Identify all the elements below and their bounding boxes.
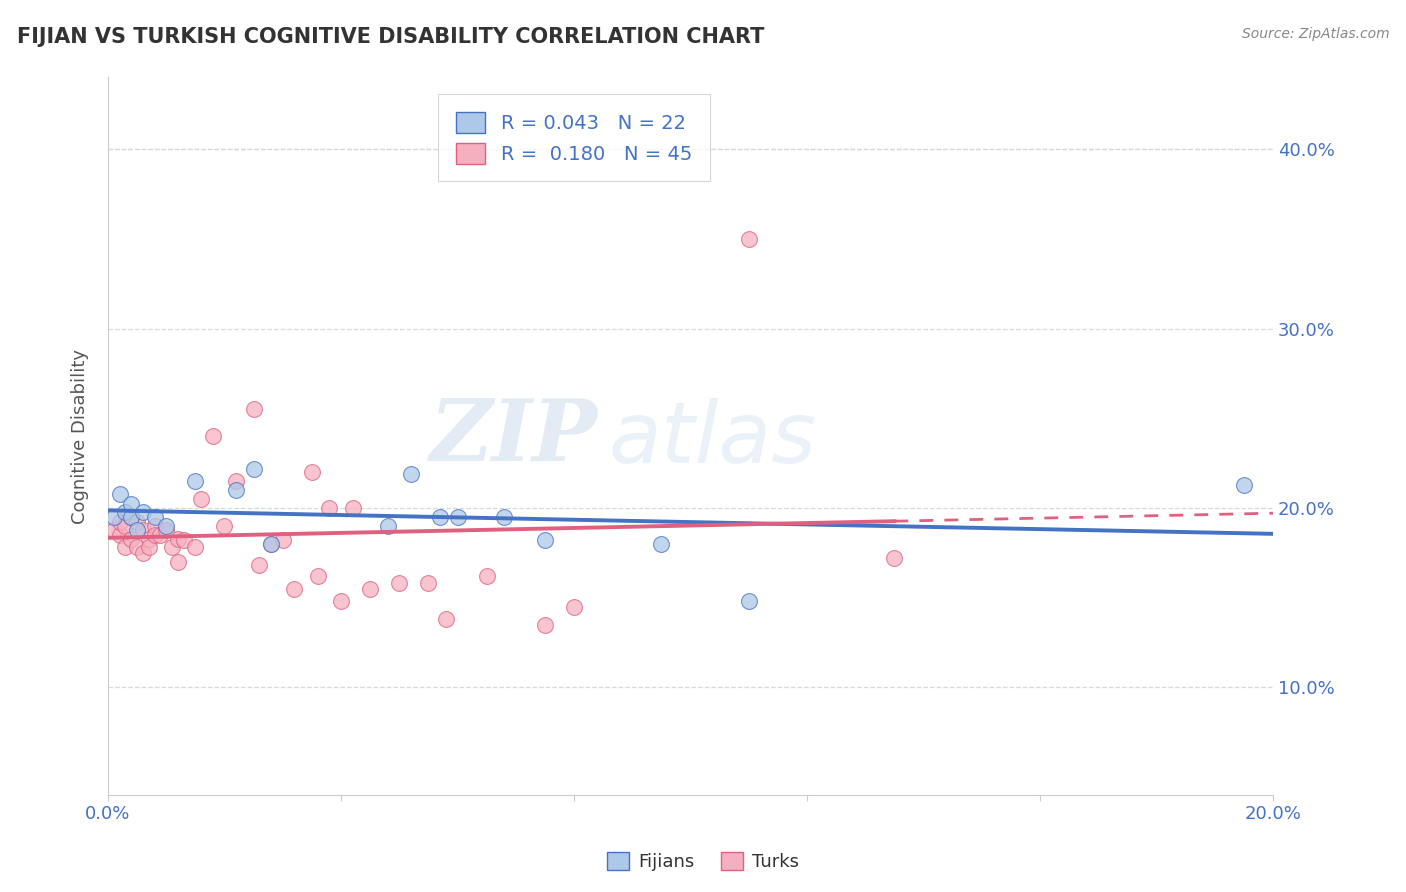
Point: [132, 505, 155, 519]
Point: [127, 541, 149, 555]
Point: [225, 474, 247, 488]
Text: ZIP: ZIP: [429, 394, 598, 478]
Point: [103, 523, 125, 537]
Point: [214, 519, 236, 533]
Point: [1233, 477, 1256, 491]
Point: [738, 594, 761, 608]
Point: [738, 232, 761, 246]
Point: [132, 546, 155, 560]
Point: [318, 501, 340, 516]
Point: [301, 465, 323, 479]
Point: [562, 599, 585, 614]
Point: [260, 537, 283, 551]
Point: [155, 523, 177, 537]
Point: [283, 582, 305, 596]
Point: [307, 569, 329, 583]
Point: [143, 528, 166, 542]
Point: [138, 541, 160, 555]
Point: [429, 510, 451, 524]
Point: [399, 467, 422, 481]
Point: [330, 594, 353, 608]
Point: [418, 576, 440, 591]
Point: [475, 569, 498, 583]
Point: [120, 532, 142, 546]
Point: [201, 429, 224, 443]
Point: [883, 551, 905, 566]
Point: [127, 516, 149, 530]
Point: [120, 497, 142, 511]
Y-axis label: Cognitive Disability: Cognitive Disability: [72, 349, 89, 524]
Point: [149, 528, 172, 542]
Legend: Fijians, Turks: Fijians, Turks: [600, 845, 806, 879]
Point: [120, 510, 142, 524]
Text: atlas: atlas: [609, 399, 817, 482]
Point: [132, 523, 155, 537]
Point: [160, 541, 183, 555]
Point: [184, 541, 207, 555]
Point: [377, 519, 399, 533]
Text: FIJIAN VS TURKISH COGNITIVE DISABILITY CORRELATION CHART: FIJIAN VS TURKISH COGNITIVE DISABILITY C…: [17, 27, 765, 46]
Legend: R = 0.043   N = 22, R =  0.180   N = 45: R = 0.043 N = 22, R = 0.180 N = 45: [439, 95, 710, 181]
Point: [446, 510, 468, 524]
Point: [534, 533, 557, 548]
Point: [534, 617, 557, 632]
Text: Source: ZipAtlas.com: Source: ZipAtlas.com: [1241, 27, 1389, 41]
Point: [388, 576, 411, 591]
Point: [184, 474, 207, 488]
Point: [249, 558, 271, 573]
Point: [225, 483, 247, 497]
Point: [260, 537, 283, 551]
Point: [650, 537, 672, 551]
Point: [342, 501, 364, 516]
Point: [103, 510, 125, 524]
Point: [114, 505, 136, 519]
Point: [127, 523, 149, 537]
Point: [359, 582, 381, 596]
Point: [143, 519, 166, 533]
Point: [138, 532, 160, 546]
Point: [434, 612, 457, 626]
Point: [108, 516, 131, 530]
Point: [108, 528, 131, 542]
Point: [108, 486, 131, 500]
Point: [114, 519, 136, 533]
Point: [173, 533, 195, 548]
Point: [155, 519, 177, 533]
Point: [120, 510, 142, 524]
Point: [271, 533, 294, 548]
Point: [190, 491, 212, 506]
Point: [143, 510, 166, 524]
Point: [242, 461, 264, 475]
Point: [114, 541, 136, 555]
Point: [167, 532, 190, 546]
Point: [167, 555, 190, 569]
Point: [242, 402, 264, 417]
Point: [494, 510, 516, 524]
